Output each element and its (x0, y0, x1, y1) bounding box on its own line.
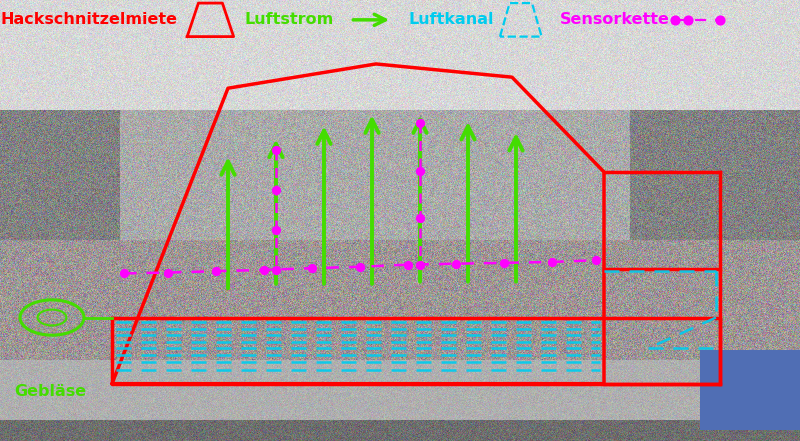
Point (306, 265, 318, 272)
Point (270, 146, 282, 153)
Point (270, 226, 282, 233)
Point (118, 270, 130, 277)
Point (498, 259, 510, 266)
Point (162, 269, 174, 276)
Point (546, 258, 558, 265)
Point (414, 214, 426, 221)
Point (714, 16, 726, 23)
Text: Luftstrom: Luftstrom (244, 12, 334, 27)
Point (590, 257, 602, 264)
Point (270, 266, 282, 273)
Point (414, 120, 426, 127)
Text: Luftkanal: Luftkanal (408, 12, 494, 27)
Point (669, 16, 682, 23)
Point (210, 268, 222, 275)
Point (354, 263, 366, 270)
Point (402, 261, 414, 268)
Bar (0, 0, 800, 40)
Point (270, 187, 282, 194)
Text: Gebläse: Gebläse (14, 384, 86, 399)
Point (258, 266, 270, 273)
Point (414, 167, 426, 174)
Text: Sensorkette: Sensorkette (560, 12, 670, 27)
Point (414, 261, 426, 268)
Text: Hackschnitzelmiete: Hackschnitzelmiete (1, 12, 178, 27)
Point (682, 16, 694, 23)
Point (450, 260, 462, 267)
